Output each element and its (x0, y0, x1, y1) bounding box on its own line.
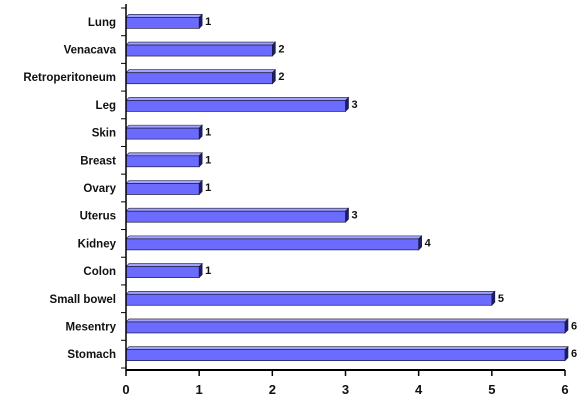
bar-front-face (125, 210, 346, 223)
bar-leg (125, 96, 350, 113)
bars-group (125, 13, 569, 362)
x-tick-label-2: 2 (269, 382, 276, 397)
bar-uterus (125, 207, 350, 223)
bar-breast (125, 152, 203, 168)
bar-top-face (125, 346, 569, 350)
axes-group (121, 4, 566, 376)
labels-group: 1 Lung 2 Venacava 2 Retroperitoneum 3 Leg 1 Skin 1… (23, 16, 577, 397)
category-label-stomach: Stomach (67, 349, 116, 361)
x-tick-label-0: 0 (122, 382, 129, 397)
bar-small-bowel (125, 290, 496, 306)
category-label-retroperitoneum: Retroperitoneum (23, 72, 116, 84)
bar-front-face (125, 100, 346, 112)
category-label-kidney: Kidney (78, 238, 117, 250)
bar-retroperitoneum (125, 69, 277, 85)
category-label-small-bowel: Small bowel (50, 294, 116, 306)
bar-mesentry (125, 318, 569, 334)
bar-top-face (125, 97, 350, 101)
x-tick-label-3: 3 (342, 382, 349, 397)
bar-top-face (125, 290, 496, 295)
bar-front-face (125, 72, 273, 85)
category-label-breast: Breast (80, 155, 116, 167)
data-label-retroperitoneum: 2 (278, 71, 284, 83)
bar-top-face (125, 41, 277, 46)
category-label-venacava: Venacava (64, 45, 117, 57)
bar-venacava (125, 41, 277, 57)
category-label-colon: Colon (83, 266, 116, 278)
data-label-colon: 1 (205, 265, 211, 277)
data-label-ovary: 1 (205, 182, 211, 194)
data-label-leg: 3 (352, 99, 358, 111)
bar-front-face (125, 16, 200, 29)
bar-stomach (125, 345, 569, 362)
bar-top-face (125, 318, 569, 323)
bar-kidney (125, 235, 423, 251)
x-tick-label-4: 4 (415, 382, 423, 397)
bar-top-face (125, 263, 203, 267)
bar-colon (125, 262, 203, 279)
category-label-mesentry: Mesentry (66, 321, 117, 333)
category-label-skin: Skin (92, 128, 116, 140)
x-tick-label-5: 5 (488, 382, 495, 397)
bar-top-face (125, 207, 350, 212)
bar-ovary (125, 179, 203, 196)
bar-lung (125, 13, 203, 30)
data-label-small-bowel: 5 (498, 293, 504, 305)
x-tick-label-1: 1 (196, 382, 203, 397)
bar-front-face (125, 266, 200, 278)
bar-front-face (125, 293, 493, 306)
bar-front-face (125, 238, 420, 251)
x-tick-label-6: 6 (561, 382, 568, 397)
data-label-venacava: 2 (278, 44, 284, 56)
bar-front-face (125, 183, 200, 195)
bar-front-face (125, 321, 566, 334)
bar-top-face (125, 124, 203, 129)
category-label-ovary: Ovary (83, 183, 116, 195)
data-label-kidney: 4 (425, 237, 432, 249)
bar-top-face (125, 235, 423, 240)
data-label-uterus: 3 (352, 210, 358, 222)
bar-top-face (125, 69, 277, 74)
bar-front-face (125, 349, 566, 362)
bar-front-face (125, 44, 273, 57)
data-label-stomach: 6 (571, 348, 577, 360)
bar-top-face (125, 14, 203, 18)
data-label-lung: 1 (205, 16, 211, 28)
bar-front-face (125, 155, 200, 168)
data-label-skin: 1 (205, 127, 211, 139)
bar-skin (125, 124, 203, 140)
category-label-uterus: Uterus (80, 211, 116, 223)
data-label-mesentry: 6 (571, 320, 577, 332)
bar-top-face (125, 180, 203, 184)
data-label-breast: 1 (205, 154, 211, 166)
bar-top-face (125, 152, 203, 157)
category-label-lung: Lung (88, 17, 116, 29)
category-label-leg: Leg (96, 100, 116, 112)
bar-front-face (125, 127, 200, 140)
